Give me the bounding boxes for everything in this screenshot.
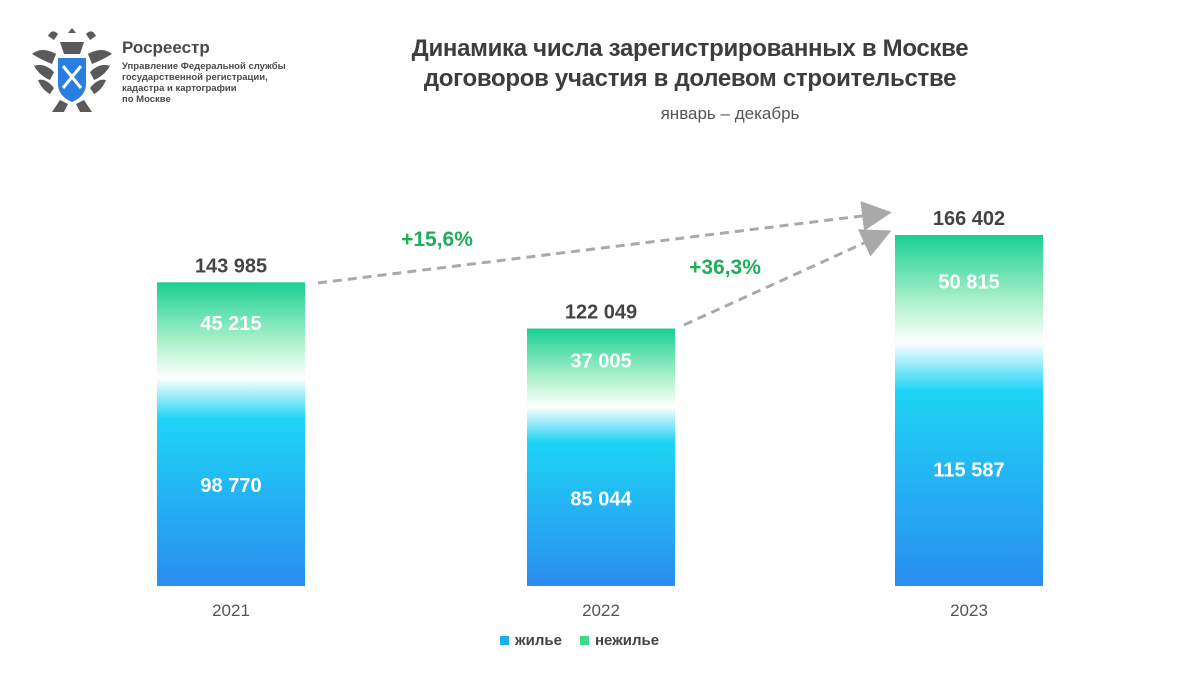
chart-legend: жилье нежилье [500,632,700,649]
rosreestr-logo: Росреестр Управление Федеральной службы … [30,24,290,124]
growth-label-2021-2023: +15,6% [401,228,473,251]
label-nonresidential-2021: 45 215 [200,313,261,335]
legend-item-residential: жилье [500,632,562,649]
bar-residential-2023 [895,342,1043,586]
bar-nonresidential-2022 [527,328,675,408]
chart-subtitle: январь – декабрь [660,104,800,123]
logo-name: Росреестр [122,38,210,57]
label-residential-2021: 98 770 [200,475,261,497]
legend-label-nonresidential: нежилье [594,632,660,649]
label-total-2022: 122 049 [565,302,637,324]
chart-title-line: договоров участия в долевом строительств… [423,65,957,92]
label-total-2021: 143 985 [195,255,267,277]
growth-arrow-2022-2023 [683,229,892,327]
chart-title-line: Динамика числа зарегистрированных в Моск… [411,35,969,62]
x-tick-2023: 2023 [950,601,988,620]
logo-subtitle-line: Управление Федеральной службы [122,61,286,72]
label-residential-2022: 85 044 [570,488,632,510]
logo-subtitle: Управление Федеральной службы государств… [122,61,322,105]
x-tick-2021: 2021 [212,601,250,620]
bar-nonresidential-2023 [895,235,1043,343]
growth-arrow-2021-2023 [317,201,892,285]
chart-title: Динамика числа зарегистрированных в Моск… [360,34,1020,94]
legend-swatch-nonresidential [579,636,589,645]
logo-subtitle-line: кадастра и картографии [122,83,237,94]
legend-item-nonresidential: нежилье [579,632,660,649]
bar-residential-2021 [157,377,305,586]
legend-label-residential: жилье [515,632,562,649]
eagle-emblem-icon [32,28,112,112]
label-nonresidential-2022: 37 005 [570,351,631,373]
logo-subtitle-line: государственной регистрации, [122,72,268,83]
x-tick-2022: 2022 [582,601,620,620]
growth-label-2022-2023: +36,3% [689,256,761,279]
bar-residential-2022 [527,406,675,586]
legend-swatch-residential [500,636,509,645]
label-residential-2023: 115 587 [933,459,1004,481]
label-nonresidential-2023: 50 815 [938,272,999,294]
logo-subtitle-line: по Москве [122,94,171,105]
label-total-2023: 166 402 [933,208,1005,230]
bar-nonresidential-2021 [157,282,305,379]
